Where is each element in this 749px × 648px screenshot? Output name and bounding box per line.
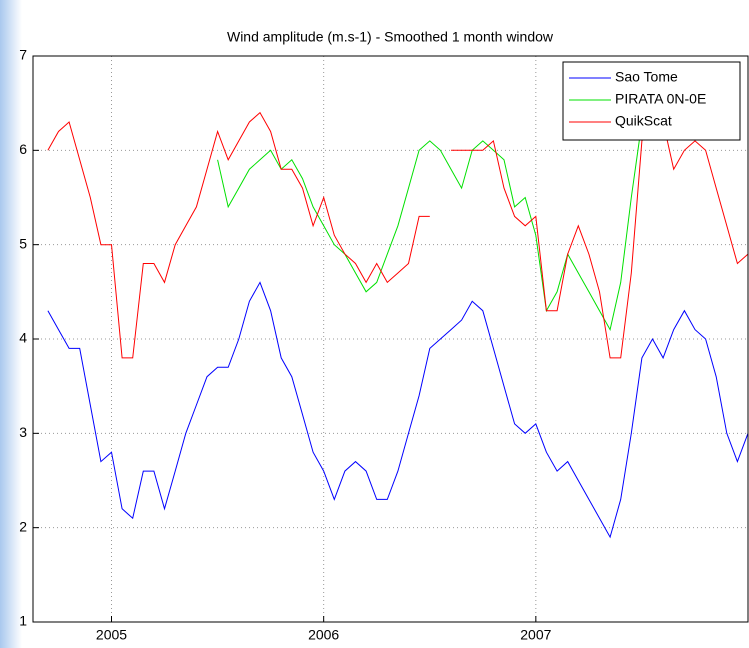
series-line — [217, 121, 643, 331]
y-tick-label: 2 — [19, 518, 27, 534]
x-tick-label: 2005 — [96, 627, 127, 643]
series-line — [47, 111, 748, 359]
legend-label: QuikScat — [615, 113, 672, 129]
series-line — [47, 281, 748, 539]
side-band — [0, 0, 22, 648]
y-tick-label: 1 — [19, 613, 27, 629]
y-tick-label: 3 — [19, 424, 27, 440]
x-tick-label: 2007 — [520, 627, 551, 643]
chart-title: Wind amplitude (m.s-1) - Smoothed 1 mont… — [227, 29, 554, 45]
y-tick-label: 5 — [19, 235, 27, 251]
plot-area — [33, 56, 748, 622]
x-tick-label: 2006 — [308, 627, 339, 643]
y-tick-label: 6 — [19, 141, 27, 157]
legend-label: PIRATA 0N-0E — [615, 91, 706, 107]
y-tick-label: 4 — [19, 330, 27, 346]
legend-box — [562, 61, 741, 141]
legend-label: Sao Tome — [615, 69, 678, 85]
y-tick-label: 7 — [19, 47, 27, 63]
